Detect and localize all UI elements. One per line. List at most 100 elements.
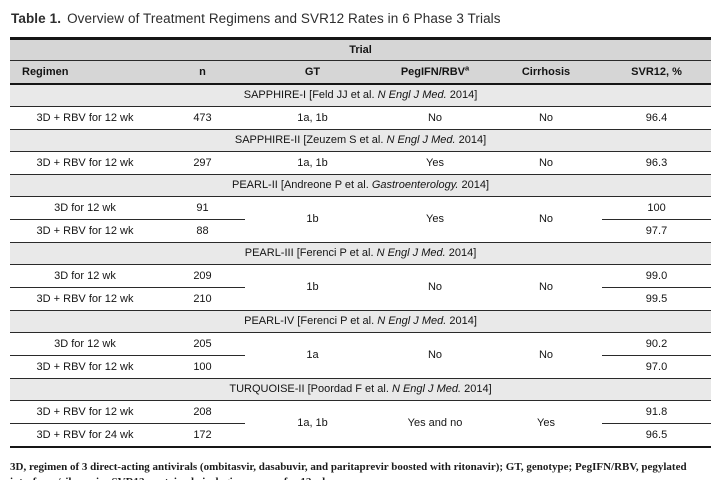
journal-name: N Engl J Med. (376, 247, 446, 259)
trial-name: PEARL-III [Ferenci P et al. (244, 247, 377, 259)
n-cell: 172 (193, 428, 212, 441)
regimen-cell: 3D + RBV for 12 wk (36, 224, 134, 237)
table-row: 3D + RBV for 12 wk 473 1a, 1b No No 96.4 (10, 107, 711, 130)
svr12-cell: 96.3 (645, 156, 668, 169)
trial-name: SAPPHIRE-II [Zeuzem S et al. (234, 134, 387, 146)
table-row: 3D + RBV for 12 wk 100 97.0 (10, 356, 711, 379)
trial-section-label: PEARL-II [Andreone P et al. Gastroentero… (10, 174, 712, 197)
pegifn-cell: Yes and no (407, 417, 463, 429)
col-header-gt: GT (245, 60, 380, 85)
pegifn-cell: No (427, 349, 443, 361)
pegifn-superscript: a (465, 62, 470, 72)
cirrhosis-cell: No (538, 111, 554, 124)
journal-name: N Engl J Med. (377, 315, 447, 327)
trial-name: TURQUOISE-II [Poordad F et al. (229, 383, 392, 395)
svr12-cell: 100 (602, 196, 712, 220)
trial-section-row: TURQUOISE-II [Poordad F et al. N Engl J … (10, 378, 712, 401)
cirrhosis-cell: Yes (537, 417, 555, 429)
trial-year: 2014] (445, 247, 477, 259)
pegifn-cell: Yes (426, 156, 444, 169)
trial-section-row: PEARL-III [Ferenci P et al. N Engl J Med… (10, 242, 712, 265)
table-row: 3D for 12 wk 209 1b No No 99.0 (10, 264, 712, 293)
col-header-regimen: Regimen (10, 60, 160, 85)
regimen-cell: 3D + RBV for 12 wk (36, 292, 134, 305)
trial-year: 2014] (455, 134, 487, 146)
table-title: Table 1. Overview of Treatment Regimens a… (11, 10, 711, 28)
trial-name: PEARL-II [Andreone P et al. (231, 179, 372, 191)
col-header-pegifn-text: PegIFN/RBV (400, 65, 465, 78)
regimen-cell: 3D for 12 wk (10, 332, 160, 356)
trial-section-label: PEARL-III [Ferenci P et al. N Engl J Med… (10, 242, 712, 265)
table-row: 3D + RBV for 12 wk 208 1a, 1b Yes and no… (10, 400, 712, 429)
svr12-cell: 96.4 (645, 111, 668, 124)
n-cell: 209 (160, 264, 245, 288)
table-row: 3D + RBV for 12 wk 297 1a, 1b Yes No 96.… (10, 152, 711, 175)
svr12-cell: 97.7 (645, 224, 668, 237)
gt-cell: 1b (306, 281, 319, 293)
journal-name: N Engl J Med. (386, 134, 456, 146)
col-header-cirrhosis: Cirrhosis (490, 60, 602, 85)
table-title-text: Overview of Treatment Regimens and SVR12… (67, 11, 501, 26)
trial-name: PEARL-IV [Ferenci P et al. (244, 315, 378, 327)
n-cell: 91 (160, 196, 245, 220)
cirrhosis-cell: No (538, 349, 554, 361)
table-row: 3D for 12 wk 205 1a No No 90.2 (10, 332, 712, 361)
n-cell: 210 (193, 292, 212, 305)
svr12-cell: 97.0 (645, 360, 668, 373)
trials-table: Trial Regimen n GT PegIFN/RBVa Cirrhosis… (10, 37, 712, 448)
regimen-cell: 3D for 12 wk (10, 196, 160, 220)
gt-cell: 1a (306, 349, 319, 361)
journal-name: N Engl J Med. (377, 89, 447, 101)
gt-cell: 1b (306, 213, 319, 225)
trial-section-label: PEARL-IV [Ferenci P et al. N Engl J Med.… (10, 310, 712, 333)
svr12-cell: 91.8 (602, 400, 712, 424)
trial-section-row: PEARL-II [Andreone P et al. Gastroentero… (10, 174, 712, 197)
trial-section-label: TURQUOISE-II [Poordad F et al. N Engl J … (10, 378, 712, 401)
trial-section-row: PEARL-IV [Ferenci P et al. N Engl J Med.… (10, 310, 712, 333)
table-title-label: Table 1. (11, 11, 62, 26)
table-row: 3D + RBV for 12 wk 88 97.7 (10, 220, 711, 243)
gt-cell: 1a, 1b (297, 156, 328, 169)
col-header-svr12: SVR12, % (602, 60, 712, 85)
pegifn-cell: No (427, 111, 443, 124)
n-cell: 88 (196, 224, 209, 237)
regimen-cell: 3D for 12 wk (10, 264, 160, 288)
table-row: 3D + RBV for 24 wk 172 96.5 (10, 424, 711, 448)
trial-year: 2014] (461, 383, 492, 395)
trial-group-row: Trial (10, 38, 712, 61)
trial-section-row: SAPPHIRE-I [Feld JJ et al. N Engl J Med.… (10, 83, 712, 107)
trial-year: 2014] (446, 89, 478, 101)
column-header-row: Regimen n GT PegIFN/RBVa Cirrhosis SVR12… (10, 60, 712, 85)
table-row: 3D + RBV for 12 wk 210 99.5 (10, 288, 711, 311)
cirrhosis-cell: No (538, 156, 554, 169)
journal-name: N Engl J Med. (391, 383, 462, 395)
n-cell: 297 (193, 156, 212, 169)
cirrhosis-cell: No (538, 213, 554, 225)
table-row: 3D for 12 wk 91 1b Yes No 100 (10, 196, 712, 225)
gt-cell: 1a, 1b (297, 417, 328, 429)
pegifn-cell: Yes (426, 213, 444, 225)
svr12-cell: 96.5 (645, 428, 668, 441)
n-cell: 205 (160, 332, 245, 356)
col-header-n: n (160, 60, 245, 85)
trial-year: 2014] (446, 315, 477, 327)
trial-section-row: SAPPHIRE-II [Zeuzem S et al. N Engl J Me… (10, 129, 712, 152)
n-cell: 208 (160, 400, 245, 424)
regimen-cell: 3D + RBV for 24 wk (36, 428, 134, 441)
pegifn-cell: No (427, 281, 443, 293)
footnote-abbreviations: 3D, regimen of 3 direct-acting antiviral… (10, 461, 687, 480)
trial-section-label: SAPPHIRE-I [Feld JJ et al. N Engl J Med.… (10, 83, 712, 107)
trial-name: SAPPHIRE-I [Feld JJ et al. (243, 89, 378, 101)
table-footnotes: 3D, regimen of 3 direct-acting antiviral… (10, 460, 710, 480)
col-header-pegifn: PegIFN/RBVa (380, 60, 490, 85)
regimen-cell: 3D + RBV for 12 wk (36, 360, 134, 373)
svr12-cell: 99.5 (645, 292, 668, 305)
regimen-cell: 3D + RBV for 12 wk (10, 400, 160, 424)
trial-group-header: Trial (10, 38, 712, 61)
journal-name: Gastroenterology. (371, 179, 459, 191)
trial-year: 2014] (458, 179, 490, 191)
n-cell: 100 (193, 360, 212, 373)
cirrhosis-cell: No (538, 281, 554, 293)
n-cell: 473 (193, 111, 212, 124)
